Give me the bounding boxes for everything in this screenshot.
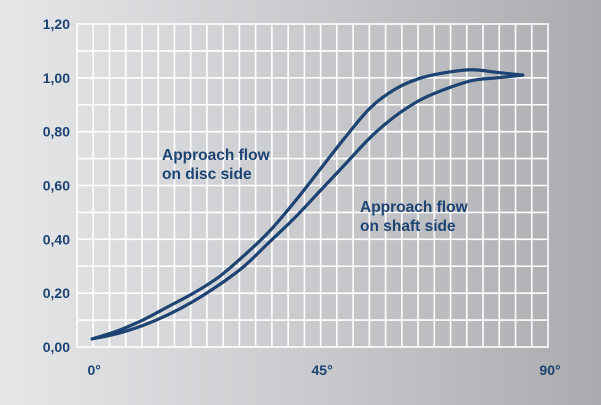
grid xyxy=(76,23,549,348)
annotation-line: Approach flow xyxy=(162,147,271,164)
annotation-line: on disc side xyxy=(162,166,252,183)
x-tick-label: 0° xyxy=(87,362,100,378)
y-tick-labels: 0,00 0,20 0,40 0,60 0,80 1,00 1,20 xyxy=(43,16,70,355)
annotations: Approach flow on disc side Approach flow on… xyxy=(162,147,469,235)
y-tick-label: 0,80 xyxy=(43,124,70,140)
series-line-1 xyxy=(90,68,525,341)
y-tick-label: 0,20 xyxy=(43,285,70,301)
x-tick-label: 45° xyxy=(312,362,333,378)
annotation-line: on shaft side xyxy=(360,218,456,235)
series-group xyxy=(90,68,525,341)
annotation-line: Approach flow xyxy=(360,199,469,216)
series-line-2 xyxy=(90,73,525,341)
series-annotation-1: Approach flow on disc side xyxy=(162,147,271,183)
x-tick-labels: 0° 45° 90° xyxy=(87,362,560,378)
series-annotation-2: Approach flow on shaft side xyxy=(360,199,469,235)
y-tick-label: 0,00 xyxy=(43,339,70,355)
y-tick-label: 0,60 xyxy=(43,178,70,194)
y-tick-label: 0,40 xyxy=(43,231,70,247)
y-tick-label: 1,20 xyxy=(43,16,70,32)
x-tick-label: 90° xyxy=(539,362,560,378)
y-tick-label: 1,00 xyxy=(43,70,70,86)
